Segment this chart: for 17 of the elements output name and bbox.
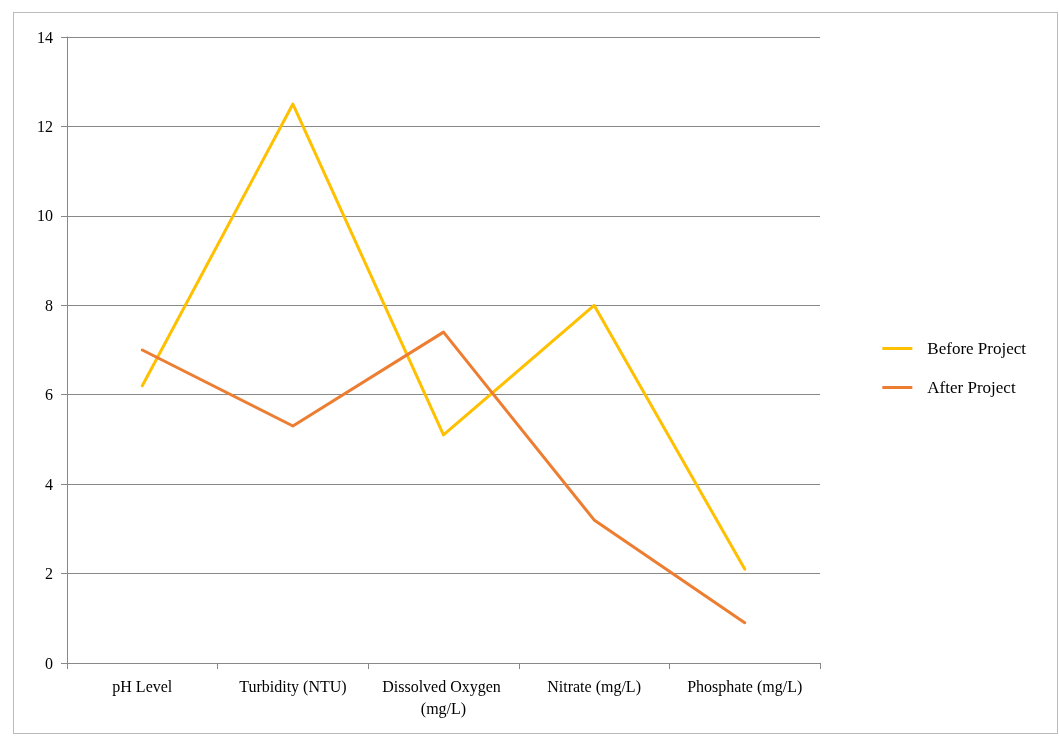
line-series	[140, 330, 747, 625]
x-tick-label: Turbidity (NTU)	[239, 677, 347, 696]
y-tick-label: 14	[37, 28, 53, 46]
x-tick-label: Nitrate (mg/L)	[547, 677, 641, 696]
line-series	[140, 102, 747, 571]
y-tick-label: 10	[37, 207, 53, 225]
y-tick-label: 4	[45, 475, 53, 493]
y-tick-label: 8	[45, 296, 53, 314]
y-tick-label: 2	[45, 565, 53, 583]
y-tick-label: 0	[45, 654, 53, 672]
legend-label: After Project	[927, 378, 1016, 397]
y-tick-label: 12	[37, 117, 53, 135]
legend-label: Before Project	[927, 339, 1027, 358]
x-tick-label: Phosphate (mg/L)	[687, 677, 803, 696]
x-tick-label: Dissolved Oxygen (mg/L)	[382, 677, 505, 718]
x-tick-label: pH Level	[112, 677, 173, 696]
y-tick-label: 6	[45, 386, 53, 404]
